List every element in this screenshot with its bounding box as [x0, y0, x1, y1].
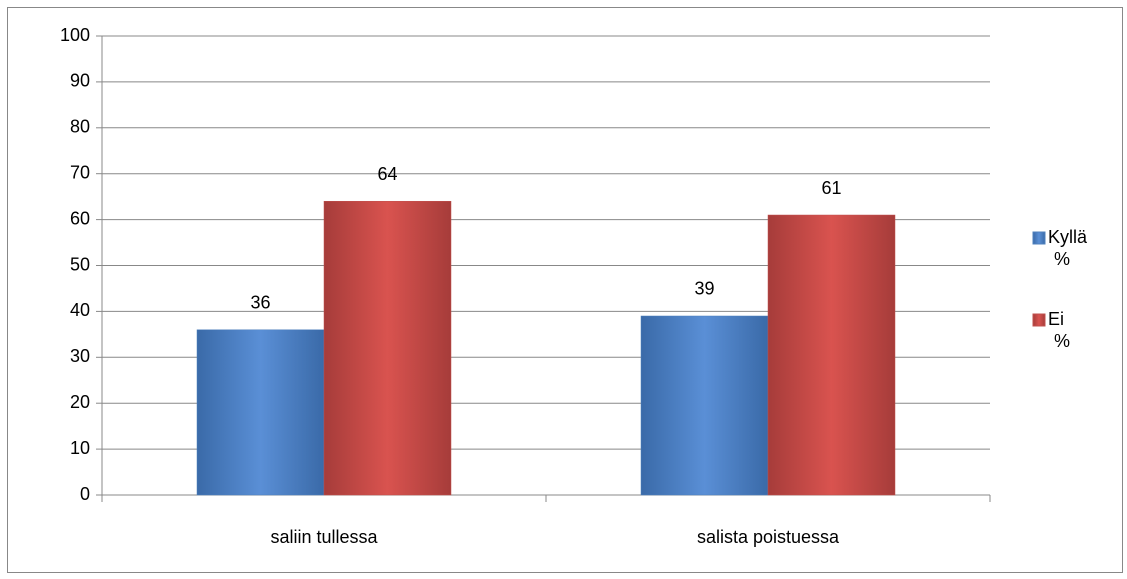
y-tick-label: 20 [70, 392, 90, 412]
bar [323, 200, 452, 496]
x-tick-label: salista poistuessa [697, 527, 840, 547]
data-label: 39 [694, 279, 714, 299]
chart-border [7, 7, 1123, 573]
y-tick-label: 90 [70, 71, 90, 91]
y-tick-label: 40 [70, 300, 90, 320]
y-tick-label: 10 [70, 438, 90, 458]
data-label: 36 [250, 293, 270, 313]
bar [767, 214, 896, 496]
data-label: 64 [377, 164, 397, 184]
y-tick-label: 0 [80, 484, 90, 504]
y-tick-label: 80 [70, 117, 90, 137]
x-tick-label: saliin tullessa [270, 527, 378, 547]
y-tick-label: 100 [60, 25, 90, 45]
legend-label: Kyllä% [1048, 227, 1088, 269]
y-tick-label: 60 [70, 208, 90, 228]
legend-swatch [1032, 313, 1046, 327]
legend-label: Ei% [1048, 309, 1070, 351]
y-tick-label: 30 [70, 346, 90, 366]
bar [640, 315, 769, 496]
data-label: 61 [821, 178, 841, 198]
bar [196, 329, 325, 496]
y-tick-label: 70 [70, 162, 90, 182]
legend-swatch [1032, 231, 1046, 245]
y-tick-label: 50 [70, 254, 90, 274]
